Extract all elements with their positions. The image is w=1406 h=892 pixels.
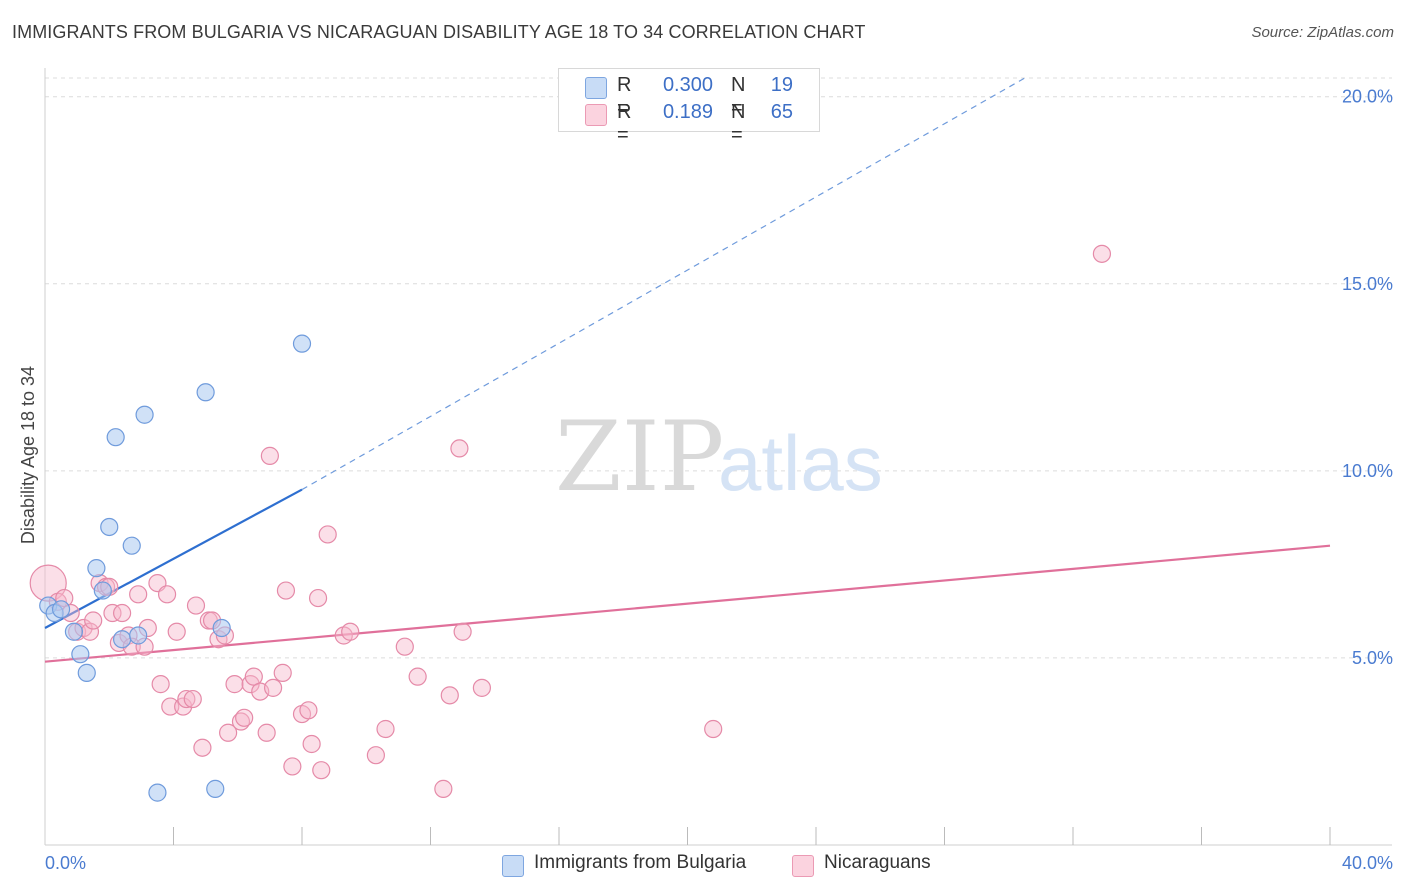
nicaraguans-point (219, 723, 238, 742)
nicaraguans-point (472, 678, 491, 697)
y-tick-label: 20.0% (1342, 87, 1393, 107)
nicaraguans-point (276, 581, 296, 600)
x-tick-label: 0.0% (45, 853, 86, 873)
nicaraguans-point (103, 603, 122, 623)
nicaraguans-point (263, 678, 283, 697)
nicaraguans-point (440, 686, 459, 705)
bulgaria-point (129, 626, 148, 645)
legend-n-label: N = (731, 101, 746, 146)
nicaraguans-point (395, 637, 414, 656)
y-tick-label: 15.0% (1342, 274, 1393, 294)
bulgaria-point (51, 600, 71, 619)
legend-swatch-pink (585, 104, 607, 126)
source-label: Source: ZipAtlas.com (1251, 24, 1394, 41)
legend-n-value: 65 (770, 101, 793, 123)
legend-n-label: N = (731, 74, 746, 119)
bulgaria-point (212, 618, 231, 638)
bulgaria-point (196, 383, 215, 402)
nicaraguans-point (186, 596, 206, 615)
nicaraguans-point (151, 675, 170, 694)
y-tick-label: 5.0% (1352, 648, 1393, 668)
nicaraguans-point (235, 708, 254, 727)
y-axis-label: Disability Age 18 to 34 (18, 366, 38, 544)
legend-swatch-blue (585, 77, 607, 99)
legend-r-label: R = (617, 74, 632, 119)
nicaraguans-point (244, 667, 263, 686)
watermark-zip: ZIP (555, 401, 724, 513)
tick-labels: 5.0% 10.0% 15.0% 20.0% 0.0% 40.0% (45, 87, 1393, 873)
legend-r-value: 0.300 (662, 74, 713, 96)
bulgaria-point (148, 783, 167, 802)
legend: R = 0.300 N = 19 R = 0.189 N = 65 (558, 68, 820, 146)
chart-title: IMMIGRANTS FROM BULGARIA VS NICARAGUAN D… (12, 22, 866, 42)
nicaraguans-point (257, 723, 276, 742)
legend-n-value: 19 (770, 74, 793, 96)
nicaraguans-point (183, 689, 202, 709)
gridlines (45, 77, 1392, 659)
axes (44, 68, 1392, 846)
nicaraguans-point (112, 603, 132, 623)
nicaraguans-point (408, 667, 427, 686)
nicaraguans-point (84, 611, 103, 630)
nicaraguans-point (1092, 244, 1112, 263)
bottom-legend-label: Nicaraguans (824, 852, 931, 873)
nicaraguans-point (299, 701, 318, 720)
nicaraguans-point (434, 779, 453, 798)
bottom-legend-swatch-pink (792, 855, 814, 877)
watermark-atlas: atlas (718, 419, 883, 507)
bulgaria-points (39, 334, 312, 802)
nicaraguans-point (129, 585, 148, 604)
nicaraguans-point (273, 663, 292, 682)
y-tick-label: 10.0% (1342, 461, 1393, 481)
legend-r-label: R = (617, 101, 632, 146)
bulgaria-point (106, 428, 125, 447)
bulgaria-point (71, 645, 90, 664)
bulgaria-point (292, 334, 312, 353)
nicaraguans-point (225, 675, 244, 694)
nicaraguans-point (302, 734, 321, 754)
x-tick-label: 40.0% (1342, 853, 1393, 873)
bottom-legend-swatch-blue (502, 855, 524, 877)
nicaraguans-point (312, 761, 331, 780)
nicaraguans-point (376, 719, 395, 739)
nicaraguans-point (193, 738, 212, 757)
bulgaria-point (135, 405, 154, 424)
trend-lines (44, 77, 1331, 663)
legend-r-value: 0.189 (662, 101, 713, 123)
nicaraguans-point (366, 746, 385, 765)
bulgaria-point (64, 622, 84, 641)
nicaraguans-point (157, 585, 177, 604)
bulgaria-point (112, 630, 132, 649)
bulgaria-point (93, 581, 112, 600)
bulgaria-trend-line (44, 488, 303, 629)
bulgaria-point (206, 779, 225, 798)
nicaraguans-point (167, 622, 186, 641)
nicaraguans-points (29, 244, 1112, 798)
nicaraguans-point (260, 446, 279, 465)
nicaraguans-point (177, 689, 196, 709)
nicaraguans-point (453, 622, 472, 641)
nicaraguans-point (308, 588, 328, 608)
bulgaria-point (87, 559, 106, 578)
bulgaria-point (100, 517, 119, 537)
nicaraguans-point (318, 525, 337, 544)
nicaraguans-trend-line (44, 544, 1331, 663)
nicaraguans-point (283, 757, 302, 776)
bulgaria-point (122, 536, 141, 555)
watermark: ZIP atlas (555, 401, 883, 513)
nicaraguans-point (341, 622, 360, 641)
bulgaria-point (77, 663, 96, 682)
bottom-legend-label: Immigrants from Bulgaria (534, 852, 747, 873)
nicaraguans-point (704, 719, 723, 739)
nicaraguans-point (450, 439, 469, 458)
nicaraguans-point (161, 697, 180, 716)
bulgaria-trend-extension (301, 77, 1026, 491)
